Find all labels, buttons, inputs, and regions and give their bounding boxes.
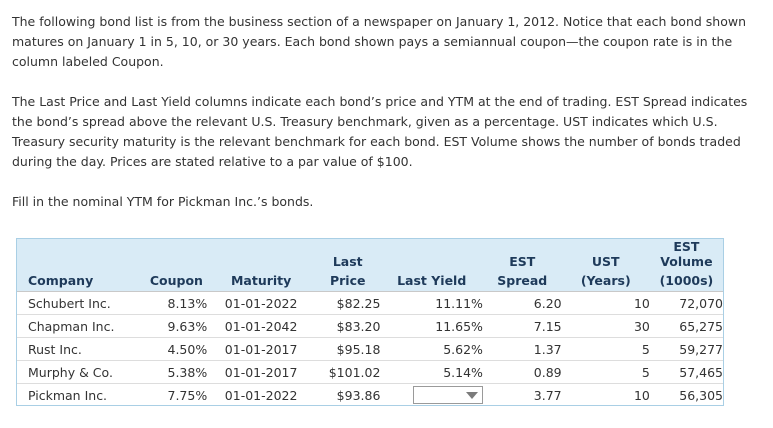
cell-yield: 11.65% [380,314,483,338]
cell-coupon: 4.50% [145,337,208,361]
cell-ust: 30 [561,314,650,338]
cell-volume: 72,070 [649,291,723,315]
bond-table: Last EST UST EST Volume Company Coupon M… [17,239,723,406]
table-row: Rust Inc. 4.50% 01-01-2017 $95.18 5.62% … [17,337,723,361]
question-text: The following bond list is from the busi… [12,12,757,212]
header-spread: Spread [482,269,562,292]
cell-price: $101.02 [315,360,381,384]
cell-volume: 57,465 [649,360,723,384]
cell-price: $82.25 [315,291,381,315]
instruction-paragraph: Fill in the nominal YTM for Pickman Inc.… [12,194,314,209]
cell-spread: 0.89 [482,360,562,384]
bond-table-container: Last EST UST EST Volume Company Coupon M… [16,238,724,406]
intro-paragraph-2: The Last Price and Last Yield columns in… [12,94,748,169]
cell-company: Rust Inc. [17,337,146,361]
header-last-yield: Last Yield [380,269,483,292]
cell-coupon: 9.63% [145,314,208,338]
cell-yield: 11.11% [380,291,483,315]
cell-volume: 59,277 [649,337,723,361]
cell-spread: 7.15 [482,314,562,338]
ytm-dropdown[interactable] [412,386,483,404]
cell-maturity: 01-01-2017 [207,360,316,384]
table-row: Murphy & Co. 5.38% 01-01-2017 $101.02 5.… [17,360,723,384]
cell-company: Murphy & Co. [17,360,146,384]
header-years: (Years) [561,269,650,292]
cell-spread: 6.20 [482,291,562,315]
table-row: Chapman Inc. 9.63% 01-01-2042 $83.20 11.… [17,314,723,338]
cell-ust: 5 [561,360,650,384]
header-coupon: Coupon [145,269,208,292]
cell-coupon: 8.13% [145,291,208,315]
header-last: Last [332,254,363,269]
header-maturity: Maturity [207,269,316,292]
chevron-down-icon [465,392,478,399]
cell-maturity: 01-01-2017 [207,337,316,361]
cell-maturity: 01-01-2022 [207,291,316,315]
cell-coupon: 7.75% [167,387,208,403]
cell-yield: 5.62% [380,337,483,361]
cell-ust: 5 [561,337,650,361]
cell-maturity: 01-01-2022 [224,387,298,403]
cell-company: Chapman Inc. [17,314,146,338]
header-row-top: Last EST UST EST Volume [17,239,723,269]
cell-coupon: 5.38% [145,360,208,384]
cell-company: Schubert Inc. [17,291,146,315]
cell-maturity: 01-01-2042 [207,314,316,338]
header-1000s: (1000s) [649,269,723,292]
table-row: Schubert Inc. 8.13% 01-01-2022 $82.25 11… [17,291,723,315]
cell-volume: 56,305 [679,387,723,403]
header-est: EST [509,254,536,269]
cell-price: $83.20 [315,314,381,338]
header-price: Price [315,269,381,292]
cell-yield [380,384,483,407]
cell-company: Pickman Inc. [28,387,108,403]
header-company: Company [17,269,146,292]
header-row-bottom: Company Coupon Maturity Price Last Yield… [17,269,723,292]
header-est-volume: EST Volume [660,239,713,269]
cell-ust: 10 [561,291,650,315]
header-ust: UST [591,254,620,269]
cell-spread: 1.37 [482,337,562,361]
cell-price: $93.86 [336,387,381,403]
cell-price: $95.18 [315,337,381,361]
intro-paragraph-1: The following bond list is from the busi… [12,14,747,69]
cell-volume: 65,275 [649,314,723,338]
cell-spread: 3.77 [533,387,562,403]
cell-yield: 5.14% [380,360,483,384]
table-row: Pickman Inc. 7.75% 01-01-2022 $93.86 3.7… [17,384,723,407]
cell-ust: 10 [633,387,650,403]
